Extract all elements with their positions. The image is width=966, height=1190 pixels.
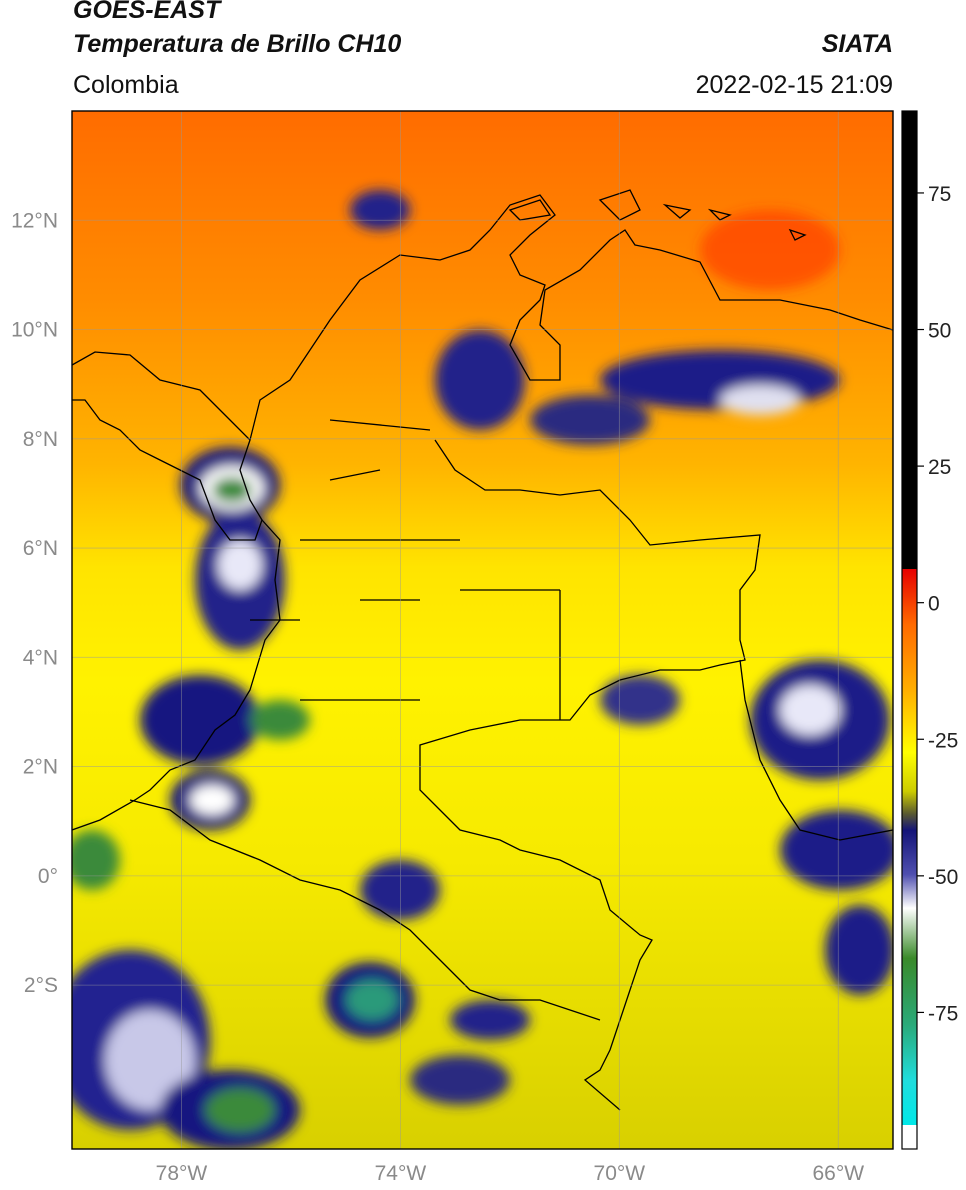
lon-tick-label: 66°W (812, 1162, 864, 1185)
colorbar-white-segment (902, 1125, 917, 1149)
map-frame (71, 110, 894, 1150)
coastline-panama (72, 351, 263, 541)
cloud-cluster (600, 675, 680, 725)
brightness-temperature-field (72, 111, 893, 1149)
lon-tick-label: 78°W (156, 1162, 208, 1185)
cloud-cluster (205, 1088, 275, 1132)
coastline-pacific (72, 519, 281, 831)
colorbar-gradient (902, 569, 917, 1125)
cloud-cluster (250, 700, 310, 740)
cloud-cluster (450, 1000, 530, 1040)
cloud-cluster (410, 1055, 510, 1105)
cloud-cluster (72, 830, 120, 890)
longitude-labels: 78°W 74°W 70°W 66°W (156, 1162, 865, 1185)
cloud-cluster (350, 190, 410, 230)
latitude-labels: 12°N 10°N 8°N 6°N 4°N 2°N 0° 2°S (11, 209, 58, 997)
border-venezuela-brazil (419, 439, 761, 1111)
colorbar-tick-label: 75 (928, 183, 951, 206)
lat-tick-label: 12°N (11, 209, 58, 232)
cloud-cluster (780, 810, 893, 890)
lon-tick-label: 74°W (375, 1162, 427, 1185)
department-boundaries (250, 419, 561, 720)
cloud-cluster (720, 385, 800, 415)
cloud-cluster (190, 785, 234, 815)
lat-tick-label: 4°N (23, 646, 58, 669)
colorbar: 75 50 25 0 -25 -50 -75 (901, 110, 958, 1150)
cloud-cluster (212, 477, 252, 503)
border-brazil-north (739, 659, 893, 841)
cloud-cluster (600, 350, 840, 410)
lat-tick-label: 2°N (23, 756, 58, 779)
warm-area (700, 210, 840, 290)
lat-tick-label: 0° (38, 865, 58, 888)
cloud-cluster (780, 685, 840, 735)
lon-tick-label: 70°W (594, 1162, 646, 1185)
product-title: Temperatura de Brillo CH10 (73, 30, 402, 58)
colorbar-tick-label: 0 (928, 593, 940, 616)
islands (508, 189, 807, 241)
cloud-cluster (435, 330, 525, 430)
country-boundaries (72, 189, 893, 1111)
colorbar-black-segment (902, 111, 917, 569)
cloud-systems (72, 190, 893, 1149)
cloud-cluster (825, 905, 893, 995)
border-ecuador-peru (129, 799, 601, 1021)
cloud-cluster (530, 395, 650, 445)
graticule (72, 111, 893, 1149)
cloud-cluster (105, 1010, 195, 1110)
colorbar-tick-label: 25 (928, 456, 951, 479)
region-label: Colombia (73, 71, 179, 99)
coastline-caribbean (249, 194, 893, 441)
colorbar-tick-label: -75 (928, 1002, 958, 1025)
lat-tick-label: 2°S (24, 974, 58, 997)
lat-tick-label: 6°N (23, 537, 58, 560)
cloud-cluster (218, 540, 262, 590)
lat-tick-label: 8°N (23, 428, 58, 451)
lat-tick-label: 10°N (11, 319, 58, 342)
satellite-title: GOES-EAST (73, 0, 221, 24)
colorbar-tick-label: -25 (928, 729, 958, 752)
colorbar-ticks: 75 50 25 0 -25 -50 -75 (917, 183, 958, 1025)
colorbar-tick-label: -50 (928, 866, 958, 889)
org-label: SIATA (821, 30, 893, 58)
colorbar-frame (901, 110, 918, 1150)
cloud-cluster (346, 980, 398, 1020)
cloud-cluster (140, 675, 260, 765)
datetime-label: 2022-02-15 21:09 (695, 71, 893, 99)
colorbar-tick-label: 50 (928, 320, 951, 343)
